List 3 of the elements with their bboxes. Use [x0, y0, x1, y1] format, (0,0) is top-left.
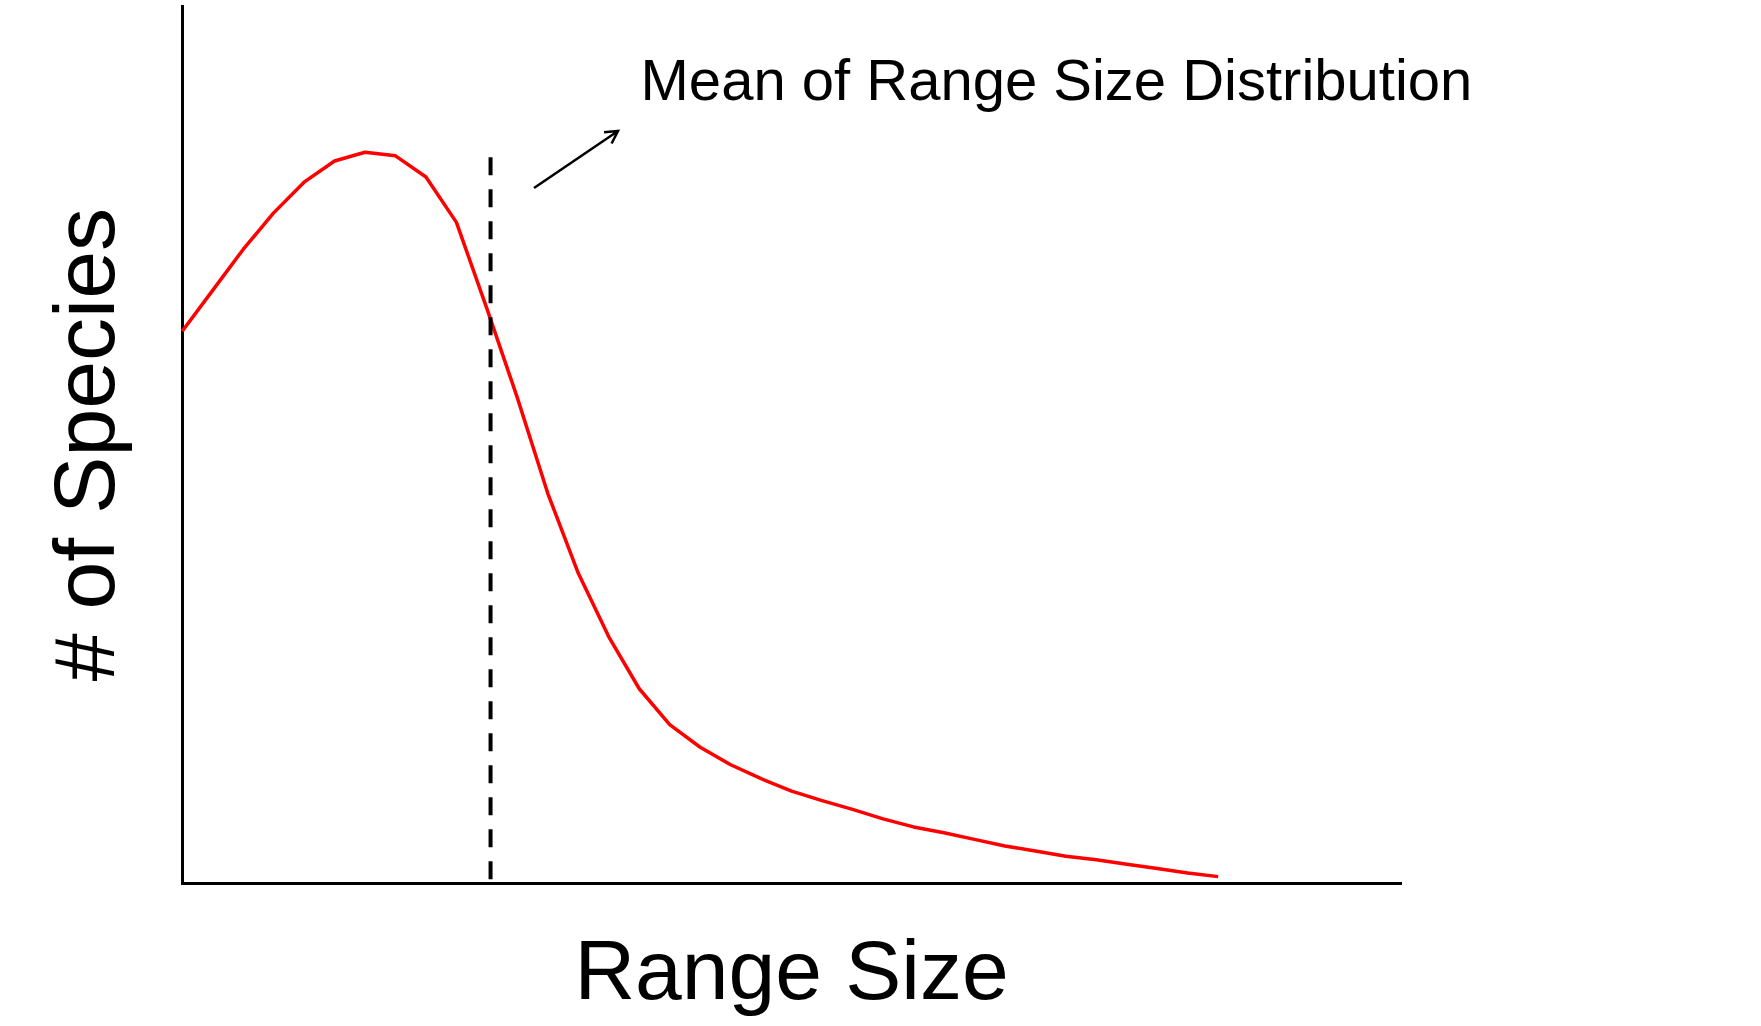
text: Mean of Range Size Distribution [640, 47, 1473, 112]
y-axis-title: # of Species [36, 207, 133, 682]
x-axis-title: Range Size [574, 922, 1009, 1017]
